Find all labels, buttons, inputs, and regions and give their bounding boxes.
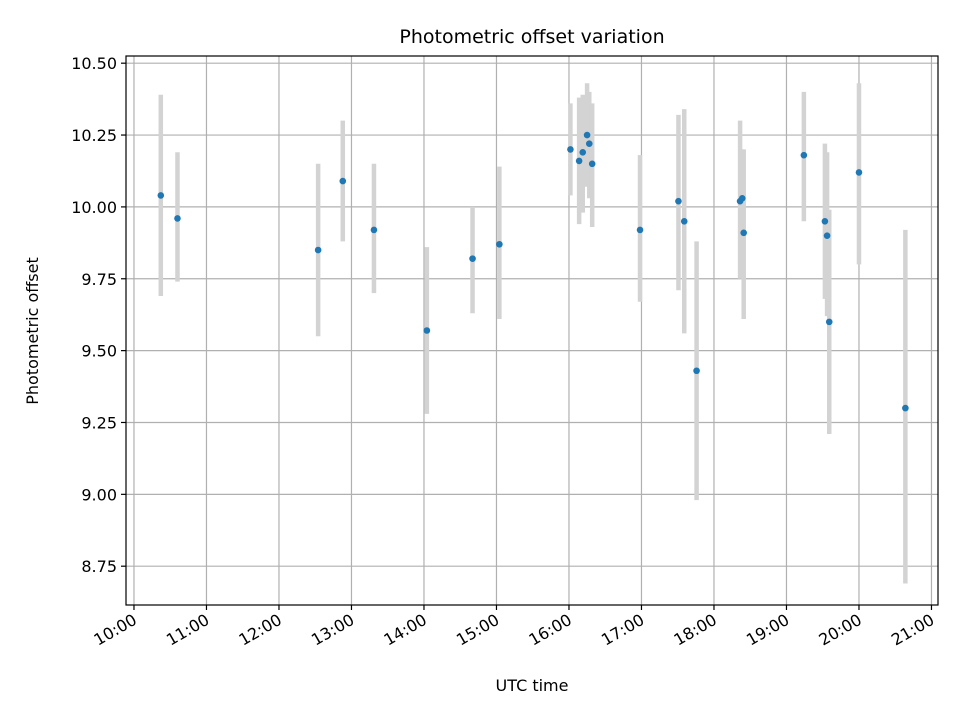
y-axis-label: Photometric offset [23,257,42,405]
data-point [588,160,596,168]
data-point [174,215,181,222]
x-tick-label: 20:00 [816,610,865,650]
data-point [855,169,863,176]
data-point [339,177,347,185]
x-tick-label: 16:00 [526,610,575,650]
grid-lines [126,56,938,605]
data-point [579,148,587,156]
y-tick-label: 10.25 [71,126,117,145]
data-point [469,255,476,262]
data-point [800,151,808,159]
data-point [740,229,747,237]
data-point [825,318,833,326]
x-tick-label: 18:00 [671,610,720,650]
error-bars [158,83,908,584]
y-tick-label: 8.75 [81,557,117,576]
plot-frame [125,55,939,606]
x-tick-label: 21:00 [888,610,937,650]
data-point [738,194,746,202]
y-tick-label: 9.25 [81,413,117,432]
x-tick-label: 19:00 [743,610,792,650]
x-tick-label: 11:00 [163,610,212,650]
x-tick-label: 10:00 [91,610,140,650]
data-point [567,146,574,153]
data-point [693,367,700,375]
data-point [423,327,431,334]
data-point [821,217,829,225]
data-point [157,192,165,199]
data-point [583,131,591,139]
data-points [157,131,909,412]
data-point [823,232,831,239]
data-point [680,217,688,225]
data-point [314,246,322,254]
data-point [370,226,378,234]
data-point [902,404,909,412]
y-tick-label: 10.50 [71,54,117,73]
x-tick-label: 14:00 [381,610,430,650]
axis-ticks: 10:00 11:00 12:00 13:00 14:00 15:00 16:00 17:00… [71,54,937,649]
data-point [636,226,644,234]
data-point [675,197,682,205]
x-tick-label: 13:00 [308,610,357,650]
y-tick-label: 9.00 [81,485,117,504]
data-point [585,140,593,147]
chart-title: Photometric offset variation [399,26,664,48]
y-tick-label: 9.50 [81,342,117,361]
y-tick-label: 10.00 [71,198,117,217]
x-tick-label: 15:00 [453,610,502,650]
x-tick-label: 12:00 [236,610,285,650]
x-tick-label: 17:00 [598,610,647,650]
data-point [496,240,503,248]
x-axis-label: UTC time [496,676,569,695]
y-tick-label: 9.75 [81,270,117,289]
data-point [575,157,583,165]
